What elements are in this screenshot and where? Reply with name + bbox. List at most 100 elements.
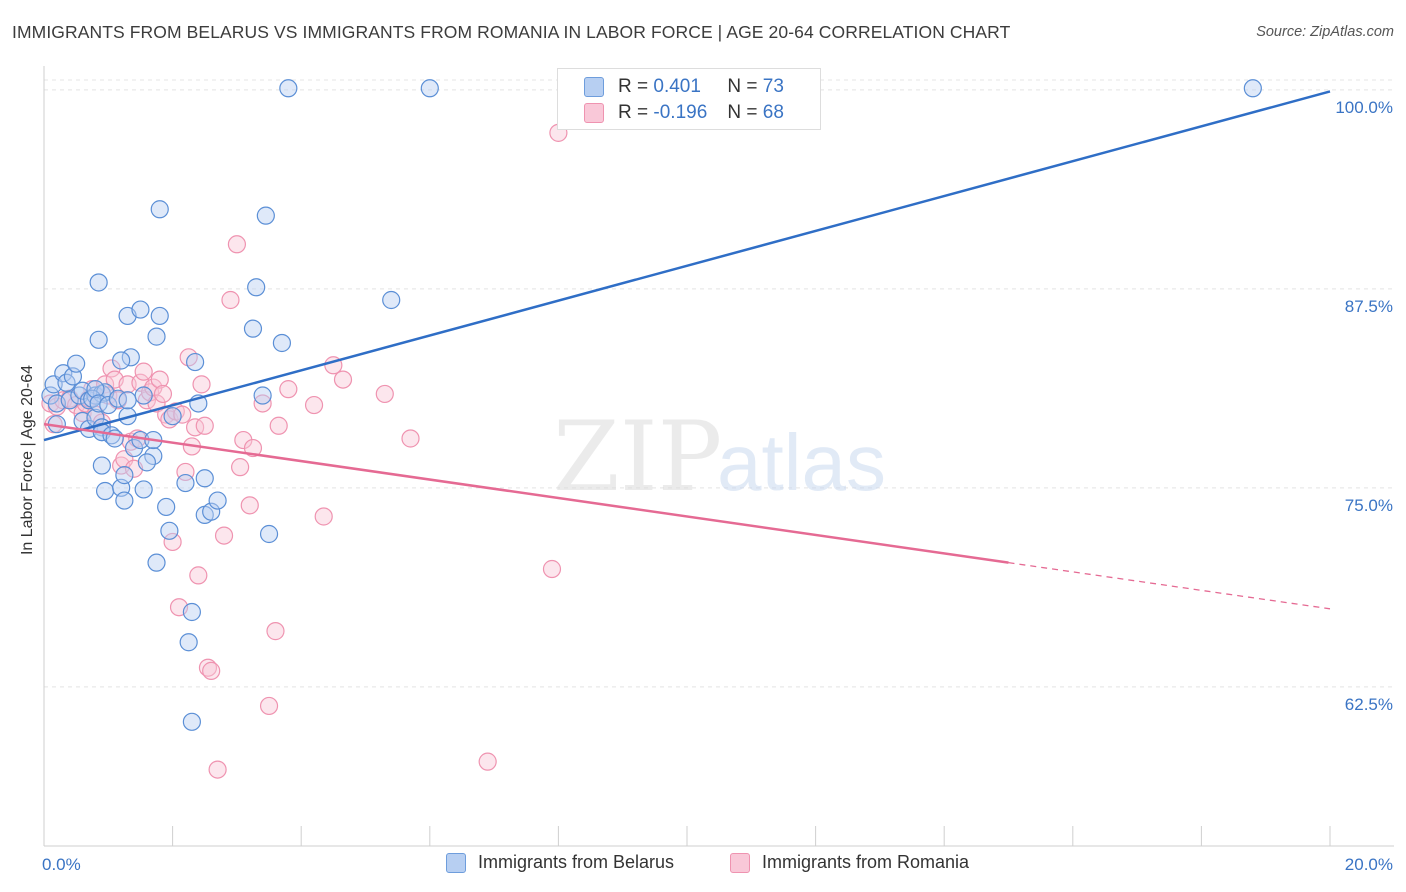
legend-row-belarus: R = 0.401 N = 73 bbox=[584, 75, 784, 99]
y-tick-label: 62.5% bbox=[1345, 695, 1393, 714]
belarus-point bbox=[256, 206, 275, 225]
source-label: Source: ZipAtlas.com bbox=[1256, 24, 1394, 40]
belarus-point bbox=[147, 553, 166, 572]
belarus-swatch bbox=[584, 77, 604, 97]
romania-point bbox=[208, 760, 227, 779]
romania-point bbox=[259, 696, 279, 716]
romania-point bbox=[198, 658, 218, 677]
belarus-n-value: 73 bbox=[762, 76, 784, 97]
belarus-point bbox=[420, 79, 439, 98]
belarus-point bbox=[147, 327, 166, 346]
series-romania bbox=[41, 123, 568, 779]
romania-point bbox=[195, 416, 214, 435]
romania-point bbox=[266, 622, 285, 641]
chart-title: IMMIGRANTS FROM BELARUS VS IMMIGRANTS FR… bbox=[12, 22, 1011, 42]
belarus-point bbox=[99, 395, 118, 415]
y-tick-label: 87.5% bbox=[1345, 297, 1393, 316]
belarus-point bbox=[160, 521, 179, 540]
romania-point bbox=[240, 496, 259, 515]
romania-point bbox=[542, 559, 562, 579]
belarus-point bbox=[115, 491, 134, 510]
romania-point bbox=[192, 375, 211, 394]
belarus-point bbox=[253, 386, 272, 405]
belarus-point bbox=[179, 633, 198, 652]
belarus-point bbox=[131, 300, 150, 319]
belarus-point bbox=[150, 200, 169, 219]
belarus-point bbox=[112, 351, 131, 370]
romania-point bbox=[227, 235, 246, 254]
belarus-point bbox=[157, 497, 176, 517]
romania-r-value: -0.196 bbox=[653, 102, 708, 123]
belarus-point bbox=[247, 278, 266, 297]
romania-trend-line bbox=[43, 422, 1009, 564]
romania-point bbox=[314, 507, 333, 526]
stats-legend: R = 0.401 N = 73 R = -0.196 N = 68 bbox=[557, 68, 821, 130]
belarus-point bbox=[182, 602, 201, 622]
belarus-point bbox=[115, 466, 134, 485]
legend-label-belarus: Immigrants from Belarus bbox=[478, 852, 675, 872]
belarus-point bbox=[121, 348, 140, 367]
y-axis-label: In Labor Force | Age 20-64 bbox=[19, 364, 36, 556]
belarus-point bbox=[60, 391, 79, 410]
romania-point bbox=[243, 438, 263, 458]
belarus-trend-line bbox=[43, 90, 1331, 442]
belarus-point bbox=[382, 290, 401, 310]
belarus-point bbox=[54, 364, 73, 383]
belarus-point bbox=[186, 352, 205, 372]
y-tick-label: 75.0% bbox=[1345, 496, 1393, 515]
romania-point bbox=[134, 362, 153, 381]
belarus-point bbox=[150, 306, 169, 326]
x-tick-label-min: 0.0% bbox=[42, 855, 81, 874]
x-tick-label-max: 20.0% bbox=[1345, 855, 1393, 874]
romania-legend-swatch bbox=[730, 852, 750, 873]
romania-point bbox=[304, 395, 324, 415]
romania-point bbox=[214, 526, 234, 545]
belarus-point bbox=[176, 473, 195, 493]
romania-point bbox=[401, 429, 420, 448]
trend-lines bbox=[43, 90, 1331, 610]
watermark: ZIP atlas bbox=[553, 401, 886, 513]
belarus-point bbox=[86, 380, 105, 399]
belarus-point bbox=[259, 524, 279, 544]
belarus-point bbox=[182, 712, 201, 731]
romania-point bbox=[478, 752, 497, 771]
watermark-zip: ZIP bbox=[553, 401, 722, 513]
belarus-point bbox=[89, 330, 108, 349]
y-tick-label: 100.0% bbox=[1335, 98, 1393, 117]
series-belarus bbox=[41, 79, 1262, 731]
r-label: R = bbox=[618, 102, 649, 123]
romania-point bbox=[202, 661, 221, 680]
belarus-point bbox=[89, 273, 108, 292]
romania-swatch bbox=[584, 103, 604, 123]
romania-point bbox=[221, 290, 240, 310]
romania-point bbox=[279, 380, 298, 399]
belarus-point bbox=[279, 79, 298, 98]
romania-point bbox=[269, 416, 288, 435]
tick-labels: 62.5% 75.0% 87.5% 100.0% 0.0% 20.0% bbox=[42, 98, 1393, 874]
n-label: N = bbox=[727, 76, 758, 97]
belarus-point bbox=[134, 386, 153, 405]
legend-item-romania: Immigrants from Romania bbox=[730, 852, 969, 873]
romania-n-value: 68 bbox=[762, 102, 784, 123]
belarus-point bbox=[202, 502, 221, 521]
romania-trend-extension bbox=[1008, 562, 1331, 610]
axes bbox=[43, 66, 1394, 847]
romania-point bbox=[375, 384, 394, 404]
romania-point bbox=[189, 566, 208, 585]
romania-point bbox=[153, 384, 173, 404]
belarus-point bbox=[67, 354, 86, 373]
belarus-point bbox=[118, 391, 137, 410]
legend-item-belarus: Immigrants from Belarus bbox=[446, 852, 674, 873]
belarus-point bbox=[163, 407, 182, 426]
belarus-point bbox=[1243, 79, 1262, 98]
r-label: R = bbox=[618, 76, 649, 97]
belarus-point bbox=[137, 453, 156, 472]
romania-point bbox=[150, 370, 169, 389]
legend-row-romania: R = -0.196 N = 68 bbox=[584, 101, 784, 125]
belarus-point bbox=[243, 319, 263, 338]
belarus-point bbox=[92, 456, 111, 475]
belarus-point bbox=[195, 469, 214, 488]
legend-label-romania: Immigrants from Romania bbox=[762, 852, 970, 872]
n-label: N = bbox=[727, 102, 758, 123]
grid-lines bbox=[44, 79, 1394, 688]
